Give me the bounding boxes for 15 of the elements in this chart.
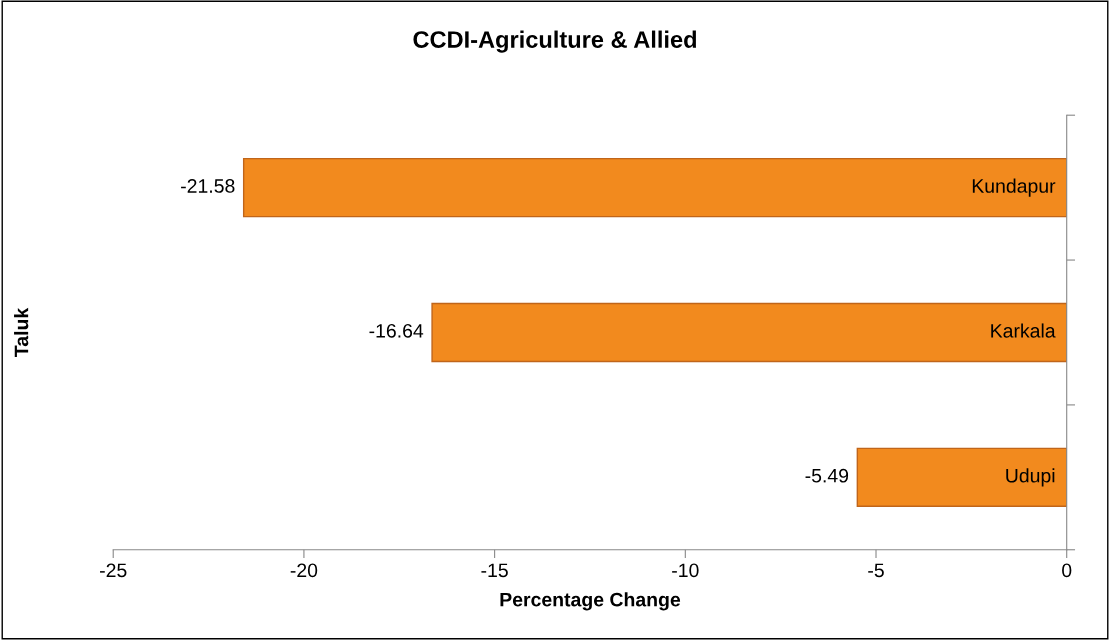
x-tick-label: -5 [868, 563, 884, 578]
x-tick-label: -15 [481, 563, 508, 578]
x-tick-label: -20 [290, 563, 318, 578]
data-label: -5.49 [805, 468, 849, 483]
y-tick-label: Karkala [991, 323, 1056, 338]
x-axis-title: Percentage Change [500, 592, 681, 611]
x-tick-label: -10 [672, 563, 699, 578]
chart-title: CCDI-Agriculture & Allied [413, 30, 696, 53]
y-tick-label: Udupi [1006, 468, 1055, 487]
data-label: -21.58 [181, 179, 235, 193]
x-tick-label: -25 [100, 563, 127, 578]
y-tick-label: Kundapur [972, 178, 1056, 197]
y-axis-title: Taluk [14, 307, 29, 357]
data-label: -16.64 [369, 323, 424, 338]
x-tick-label: 0 [1062, 563, 1072, 578]
